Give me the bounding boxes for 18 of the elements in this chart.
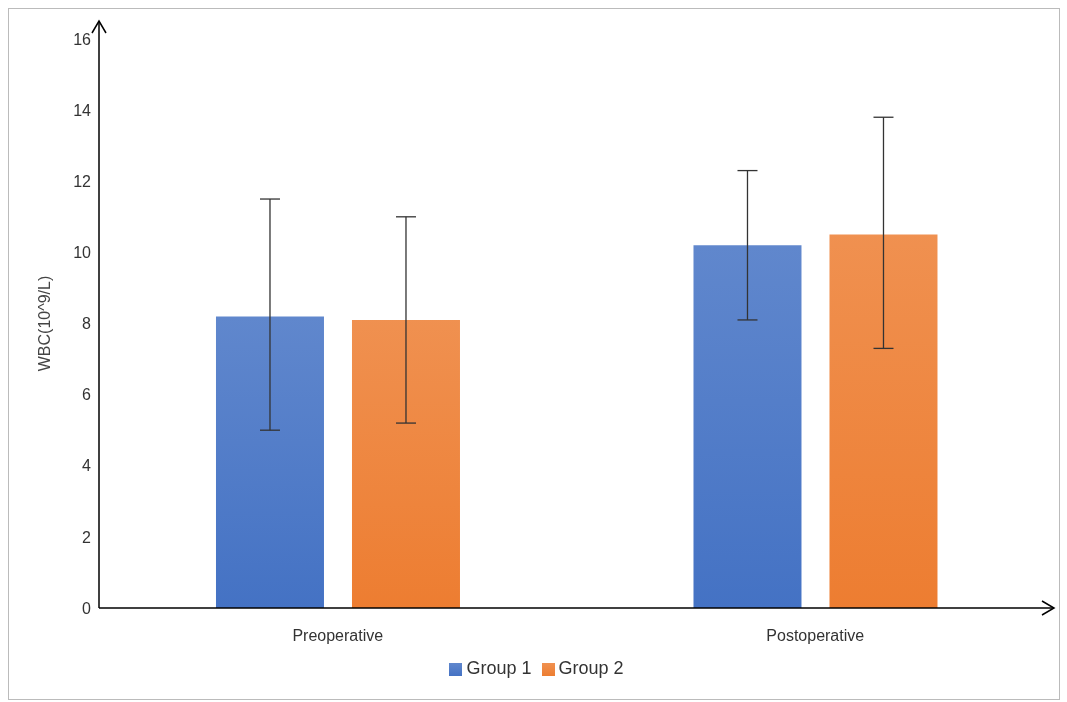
legend-label: Group 2 bbox=[558, 658, 624, 678]
y-tick-label: 4 bbox=[82, 457, 92, 475]
bar bbox=[693, 245, 802, 608]
y-axis-title: WBC(10^9/L) bbox=[35, 275, 53, 372]
bar bbox=[351, 319, 460, 608]
x-tick-label: Postoperative bbox=[766, 627, 865, 645]
y-tick-label: 16 bbox=[73, 30, 92, 48]
y-tick-label: 6 bbox=[82, 386, 92, 404]
bar bbox=[829, 234, 938, 608]
y-tick-label: 10 bbox=[73, 244, 92, 262]
legend-label: Group 1 bbox=[466, 658, 532, 678]
y-tick-label: 12 bbox=[73, 172, 92, 190]
bar bbox=[215, 316, 324, 608]
x-tick-label: Preoperative bbox=[292, 627, 384, 645]
y-tick-label: 2 bbox=[82, 528, 92, 546]
y-tick-label: 14 bbox=[73, 101, 92, 119]
y-tick-label: 8 bbox=[82, 315, 92, 333]
y-tick-label: 0 bbox=[82, 599, 92, 617]
